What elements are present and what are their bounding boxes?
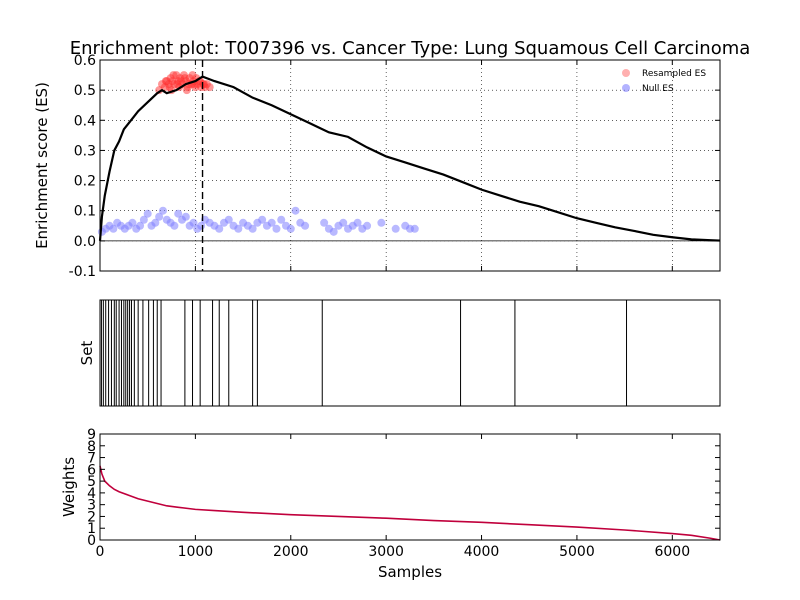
null-es-point [286, 224, 295, 233]
null-es-point [224, 215, 233, 224]
null-es-point [277, 215, 286, 224]
set-panel: Set [78, 299, 721, 407]
null-es-point [320, 218, 329, 227]
null-es-point [215, 224, 224, 233]
null-es-point [391, 224, 400, 233]
y-tick-label: 5 [87, 474, 96, 490]
y-tick-label: 0.0 [74, 234, 96, 250]
null-es-point [170, 221, 179, 230]
legend: Resampled ES Null ES [622, 69, 706, 94]
null-es-point [128, 218, 137, 227]
resampled-es-point [199, 80, 208, 89]
weights-x-ticks: 0 1000 2000 3000 4000 5000 6000 [96, 434, 690, 560]
legend-marker-resampled [622, 69, 630, 77]
y-tick-label: 4 [87, 486, 96, 502]
x-tick-label: 6000 [654, 544, 690, 560]
figure-title: Enrichment plot: T007396 vs. Cancer Type… [70, 38, 751, 59]
y-tick-label: 0.3 [74, 143, 96, 159]
weights-frame [99, 433, 721, 541]
null-es-point [248, 224, 257, 233]
es-curve [98, 75, 721, 242]
null-es-point [363, 221, 372, 230]
y-tick-label: 0.1 [74, 204, 96, 220]
set-y-label: Set [78, 341, 96, 366]
y-tick-label: 7 [87, 451, 96, 467]
enrichment-panel: -0.1 0.0 0.1 0.2 0.3 0.4 0.5 0.6 Enrichment sco… [33, 53, 721, 280]
set-frame [99, 299, 721, 407]
y-tick-label: 3 [87, 498, 96, 514]
x-tick-label: 1000 [178, 544, 214, 560]
y-tick-label: 0 [87, 533, 96, 549]
enrichment-y-ticks: -0.1 0.0 0.1 0.2 0.3 0.4 0.5 0.6 [69, 53, 720, 280]
null-es-point [139, 215, 148, 224]
resampled-es-point [182, 86, 191, 95]
null-es-point [353, 218, 362, 227]
y-tick-label: 8 [87, 439, 96, 455]
null-es-points [97, 206, 419, 236]
null-es-point [291, 206, 300, 215]
null-es-point [410, 224, 419, 233]
null-es-point [155, 212, 164, 221]
resampled-es-point [169, 71, 178, 80]
x-tick-label: 2000 [273, 544, 309, 560]
resampled-es-point [161, 77, 170, 86]
y-tick-label: 2 [87, 509, 96, 525]
null-es-point [181, 212, 190, 221]
y-tick-label: 0.4 [74, 113, 96, 129]
null-es-point [377, 218, 386, 227]
null-es-point [109, 224, 118, 233]
y-tick-label: 0.5 [74, 83, 96, 99]
legend-label-resampled: Resampled ES [642, 69, 706, 79]
null-es-point [339, 218, 348, 227]
y-tick-label: 0.2 [74, 174, 96, 190]
null-es-point [136, 221, 145, 230]
null-es-point [174, 209, 183, 218]
y-tick-label: 6 [87, 462, 96, 478]
x-axis-label: Samples [378, 563, 442, 581]
null-es-point [301, 221, 310, 230]
x-tick-label: 3000 [368, 544, 404, 560]
x-tick-label: 5000 [559, 544, 595, 560]
null-es-point [151, 218, 160, 227]
null-es-point [189, 218, 198, 227]
enrichment-x-ticks [99, 60, 673, 271]
x-tick-label: 0 [96, 544, 105, 560]
weights-y-label: Weights [60, 457, 78, 517]
null-es-point [143, 209, 152, 218]
legend-label-null: Null ES [642, 84, 674, 94]
enrichment-frame [99, 59, 721, 272]
null-es-point [272, 224, 281, 233]
y-tick-label: 0.6 [74, 53, 96, 69]
weights-curve [99, 465, 721, 541]
y-tick-label: 1 [87, 521, 96, 537]
legend-marker-null [622, 84, 630, 92]
resampled-es-point [180, 74, 189, 83]
x-tick-label: 4000 [464, 544, 500, 560]
set-barcode [100, 300, 628, 406]
enrichment-y-label: Enrichment score (ES) [33, 82, 51, 249]
y-tick-label: -0.1 [69, 264, 96, 280]
null-es-point [234, 224, 243, 233]
y-tick-label: 9 [87, 427, 96, 443]
null-es-point [158, 206, 167, 215]
null-es-point [267, 218, 276, 227]
null-es-point [258, 215, 267, 224]
null-es-point [329, 227, 338, 236]
